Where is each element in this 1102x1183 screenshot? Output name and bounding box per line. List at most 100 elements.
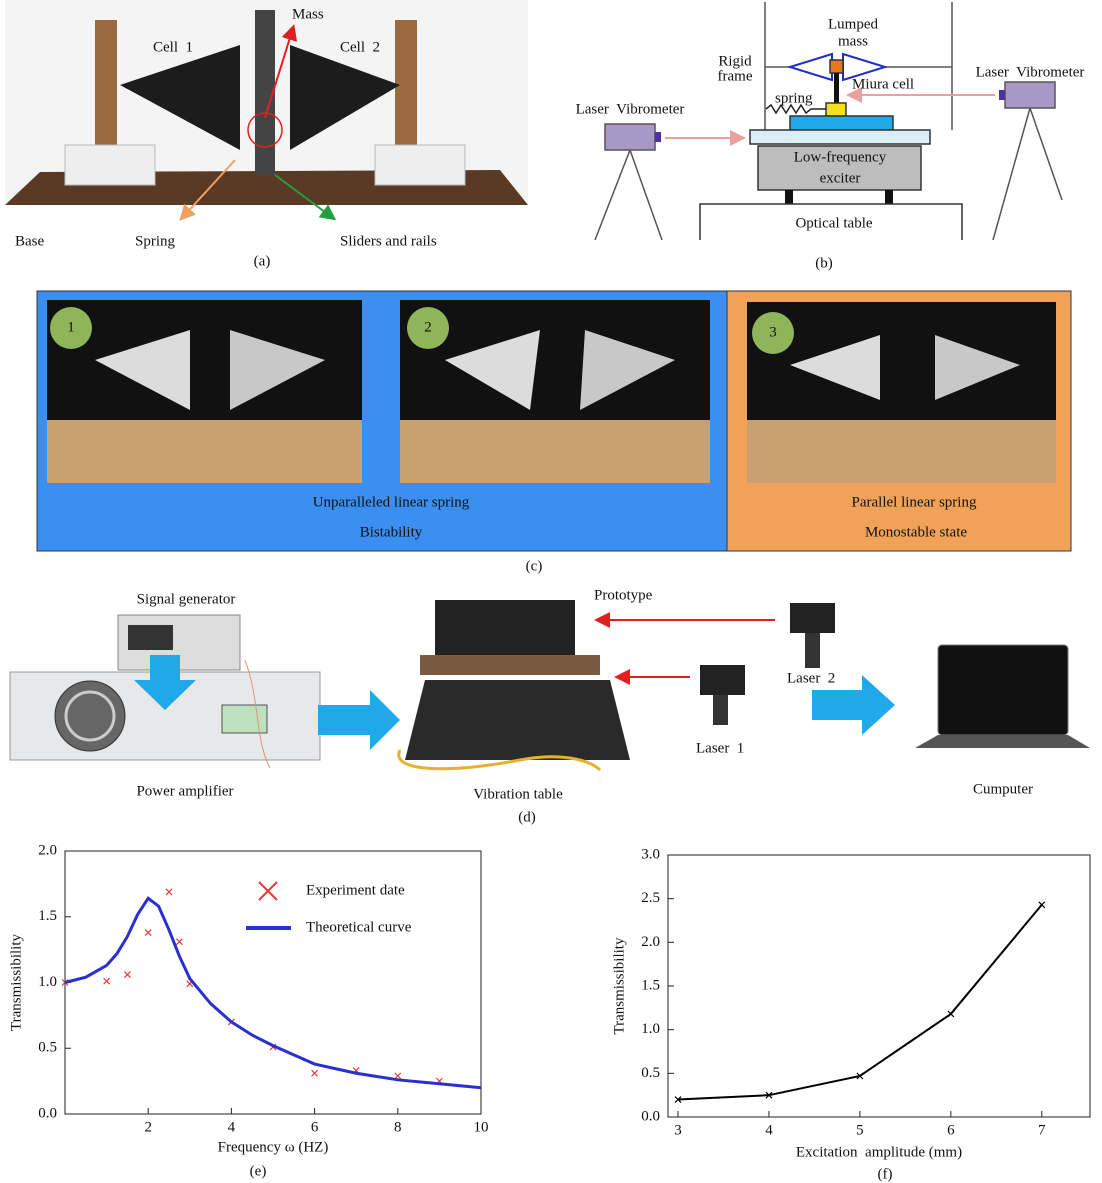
x-tick-label: 6: [311, 1119, 319, 1135]
label: Laser Vibrometer: [576, 101, 685, 117]
plate: [790, 116, 893, 130]
label: Base: [15, 233, 45, 249]
y-tick-label: 0.0: [38, 1105, 57, 1121]
label: Cumputer: [973, 781, 1033, 797]
caption: (c): [526, 558, 543, 574]
base: [420, 655, 600, 675]
label: Laser 1: [696, 740, 744, 756]
laser: [790, 603, 835, 633]
vibration-table: [405, 680, 630, 760]
laser-stand: [713, 695, 728, 725]
tripod: [993, 108, 1062, 240]
label: Mass: [292, 6, 324, 22]
label: Rigid: [718, 53, 752, 69]
label: mass: [838, 33, 868, 49]
label: Signal generator: [137, 591, 236, 607]
label: Cell 1: [153, 39, 193, 55]
panel-b: Lumped mass Rigid frame Miura cell sprin…: [576, 2, 1085, 271]
laser: [1005, 82, 1055, 108]
label: Laser Vibrometer: [976, 64, 1085, 80]
label: Bistability: [360, 524, 423, 540]
line: [678, 905, 1042, 1100]
slider: [65, 145, 155, 185]
y-tick-label: 0.0: [641, 1108, 660, 1124]
legend-symbol: [259, 882, 277, 900]
x-tick-label: 10: [474, 1119, 489, 1135]
label: Sliders and rails: [340, 233, 437, 249]
leg: [785, 190, 793, 204]
y-tick-label: 0.5: [641, 1065, 660, 1081]
y-tick-label: 1.5: [641, 977, 660, 993]
panel-c: 1 2 3 Unparalleled linear spring Bistabi…: [37, 291, 1071, 574]
label: Lumped: [828, 16, 878, 32]
x-tick-label: 8: [394, 1119, 402, 1135]
y-tick-label: 2.5: [641, 890, 660, 906]
caption: (b): [815, 255, 833, 271]
x-axis-label: Frequency ω (HZ): [218, 1139, 329, 1155]
laptop: [938, 645, 1068, 735]
screen: [128, 625, 173, 650]
x-tick-label: 6: [947, 1122, 955, 1138]
x-tick-label: 4: [765, 1122, 773, 1138]
label: Low-frequency: [794, 149, 887, 165]
badge-label: 3: [769, 324, 777, 340]
label: Optical table: [795, 215, 872, 231]
point: [166, 889, 172, 895]
label: exciter: [820, 170, 861, 186]
y-tick-label: 2.0: [38, 842, 57, 858]
label: Power amplifier: [136, 783, 233, 799]
caption: (d): [518, 809, 536, 825]
panel-d: Signal generator Prototype Laser 2 Laser…: [10, 587, 1090, 825]
x-tick-label: 5: [856, 1122, 864, 1138]
y-tick-label: 1.5: [38, 908, 57, 924]
label: Cell 2: [340, 39, 380, 55]
y-tick-label: 2.0: [641, 934, 660, 950]
y-tick-label: 1.0: [641, 1021, 660, 1037]
point: [145, 930, 151, 936]
label: Miura cell: [852, 76, 914, 92]
tripod: [595, 150, 662, 240]
label: Prototype: [594, 587, 653, 603]
miura-cell: [790, 54, 832, 80]
y-tick-label: 1.0: [38, 974, 57, 990]
leg: [885, 190, 893, 204]
caption: (f): [878, 1166, 893, 1182]
label: Unparalleled linear spring: [313, 494, 470, 510]
arrow: [318, 690, 400, 750]
photo: [47, 300, 362, 483]
slider: [375, 145, 465, 185]
label: Monostable state: [865, 524, 967, 540]
badge-label: 1: [67, 319, 75, 335]
mass: [830, 60, 843, 73]
label: Parallel linear spring: [852, 494, 977, 510]
laser-stand: [805, 633, 820, 668]
x-axis-label: Excitation amplitude (mm): [796, 1144, 962, 1160]
x-tick-label: 7: [1038, 1122, 1046, 1138]
panel-a: Mass Cell 1 Cell 2 Base Spring Sliders a…: [5, 0, 528, 269]
laser: [700, 665, 745, 695]
label: frame: [718, 68, 753, 84]
display: [222, 705, 267, 733]
point: [948, 1011, 954, 1017]
laser-lens: [999, 90, 1005, 100]
legend-label: Theoretical curve: [306, 919, 412, 935]
y-tick-label: 0.5: [38, 1040, 57, 1056]
rod: [834, 73, 839, 103]
point: [176, 939, 182, 945]
x-tick-label: 3: [674, 1122, 682, 1138]
label: Spring: [135, 233, 176, 249]
y-tick-label: 3.0: [641, 846, 660, 862]
point: [124, 972, 130, 978]
laser: [605, 124, 655, 150]
plot-frame: [668, 855, 1090, 1117]
y-axis-label: Transmissibility: [8, 934, 24, 1031]
x-tick-label: 4: [228, 1119, 236, 1135]
label: spring: [775, 90, 813, 106]
x-tick-label: 2: [144, 1119, 152, 1135]
label: Laser 2: [787, 670, 835, 686]
y-axis-label: Transmissibility: [611, 937, 627, 1034]
legend-label: Experiment date: [306, 882, 405, 898]
point: [1039, 902, 1045, 908]
point: [312, 1070, 318, 1076]
prototype: [435, 600, 575, 660]
